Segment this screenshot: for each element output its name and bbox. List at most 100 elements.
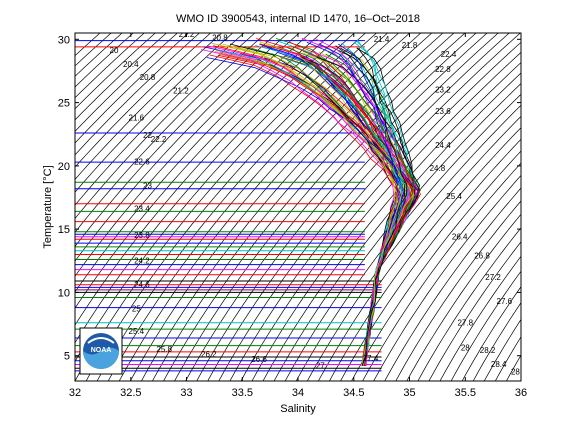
isopycnal-label: 22.8 — [435, 65, 451, 74]
isopycnal-label: 22.6 — [134, 158, 150, 167]
isopycnal-label: 23.4 — [134, 204, 150, 213]
isopycnal-label: 20.4 — [123, 60, 139, 69]
x-tick-label: 35.5 — [455, 387, 476, 399]
x-tick-label: 32.5 — [120, 387, 141, 399]
isopycnal-line — [450, 270, 521, 381]
isopycnal-label: 21.4 — [374, 35, 390, 44]
isopycnal-label: 27.6 — [497, 297, 513, 306]
isopycnal-label: 25.8 — [156, 345, 172, 354]
isopycnal-line — [472, 302, 521, 381]
isopycnal-label: 21.8 — [402, 41, 418, 50]
isopycnal-line — [406, 213, 521, 381]
x-axis-label: Salinity — [280, 403, 316, 415]
y-tick-label: 30 — [58, 34, 70, 46]
x-tick-label: 34.5 — [343, 387, 364, 399]
isopycnal-label: 26.8 — [474, 251, 490, 260]
x-tick-label: 36 — [515, 387, 527, 399]
isopycnal-label: 21.6 — [129, 113, 145, 122]
ts-profile-line — [259, 43, 406, 366]
ts-profile-line — [221, 54, 417, 366]
isopycnal-line — [351, 150, 521, 381]
x-tick-label: 34 — [292, 387, 304, 399]
y-axis-ticks: 5 10 15 20 25 30 — [58, 34, 521, 363]
isopycnal-line — [75, 33, 311, 293]
isopycnal-line — [506, 354, 521, 381]
isopycnal-line — [373, 174, 521, 381]
ts-profile-line — [222, 43, 403, 366]
x-tick-label: 32 — [69, 387, 81, 399]
isopycnal-label: 23 — [143, 182, 152, 191]
isopycnal-line — [362, 162, 521, 381]
isopycnal-label: 24.2 — [134, 256, 150, 265]
isopycnal-label: 20.8 — [140, 73, 156, 82]
ts-profile-line — [302, 50, 414, 366]
isopycnal-label: 24.6 — [134, 280, 150, 289]
x-tick-label: 35 — [403, 387, 415, 399]
isopycnal-label: 25 — [132, 304, 141, 313]
isopycnal-line — [483, 318, 521, 381]
ts-profile-line — [335, 45, 408, 366]
isopycnal-line — [417, 227, 521, 381]
isopycnal-line — [494, 336, 521, 381]
x-tick-label: 33.5 — [232, 387, 253, 399]
isopycnal-label: 23.8 — [134, 231, 150, 240]
isopycnal-label: 26.4 — [452, 232, 468, 241]
ts-profile-lines — [201, 37, 421, 366]
isopycnal-label: 26.2 — [201, 350, 217, 359]
isopycnal-label: 25.4 — [446, 192, 462, 201]
isopycnal-label: 24.8 — [430, 164, 446, 173]
isopycnal-label: 28 — [511, 368, 520, 377]
ts-profile-line — [225, 54, 416, 366]
isopycnal-line — [75, 33, 322, 309]
isopycnal-label: 28 — [461, 344, 470, 353]
isopycnal-line — [75, 33, 300, 277]
isopycnal-line — [384, 187, 521, 381]
isopycnal-label: 27 — [316, 361, 325, 370]
isopycnal-line — [75, 33, 267, 233]
isopycnal-line — [75, 33, 145, 99]
x-axis-ticks: 32 32.5 33 33.5 34 34.5 35 35.5 36 — [69, 33, 527, 399]
isopycnal-label: 26.6 — [251, 355, 267, 364]
isopycnal-label: 27.8 — [458, 318, 474, 327]
ts-profile-line — [284, 55, 421, 366]
y-tick-label: 10 — [58, 287, 70, 299]
chart-title: WMO ID 3900543, internal ID 1470, 16–Oct… — [176, 13, 420, 25]
isopycnal-line — [75, 33, 256, 220]
ts-profile-line — [208, 45, 418, 366]
isopycnal-label: 22.4 — [441, 50, 457, 59]
isopycnal-label: 21.2 — [173, 87, 189, 96]
y-axis-label: Temperature [°C] — [42, 165, 54, 248]
isopycnal-line — [428, 241, 521, 381]
isopycnal-line — [75, 33, 178, 132]
isopycnal-line — [75, 33, 233, 193]
isopycnal-label: 23.6 — [435, 107, 451, 116]
isopycnal-line — [75, 33, 211, 168]
y-tick-label: 5 — [64, 351, 70, 363]
isopycnal-line — [439, 255, 521, 381]
y-tick-label: 15 — [58, 224, 70, 236]
isopycnal-label: 22 — [143, 131, 152, 140]
isopycnal-label: 24.4 — [435, 141, 451, 150]
isopycnal-line — [75, 33, 156, 110]
svg-text:NOAA: NOAA — [91, 347, 112, 354]
horizontal-level-lines — [75, 40, 382, 372]
isopycnal-line — [75, 33, 167, 121]
x-tick-label: 33 — [180, 387, 192, 399]
isopycnal-line — [75, 33, 189, 144]
isopycnal-label: 23.2 — [435, 86, 451, 95]
isopycnal-label: 28.2 — [480, 346, 496, 355]
isopycnal-line — [75, 33, 278, 248]
isopycnal-line — [75, 33, 200, 156]
ts-profile-line — [203, 46, 414, 366]
isopycnal-label: 20 — [110, 46, 119, 55]
isopycnal-line — [75, 33, 289, 262]
noaa-logo-icon: NOAA — [79, 327, 123, 375]
isopycnal-label: 27.2 — [485, 273, 501, 282]
isopycnal-label: 22.2 — [151, 135, 167, 144]
isopycnal-label: 25.4 — [129, 327, 145, 336]
isopycnal-label: 27.4 — [363, 354, 379, 363]
isopycnal-label: 28.4 — [491, 360, 507, 369]
